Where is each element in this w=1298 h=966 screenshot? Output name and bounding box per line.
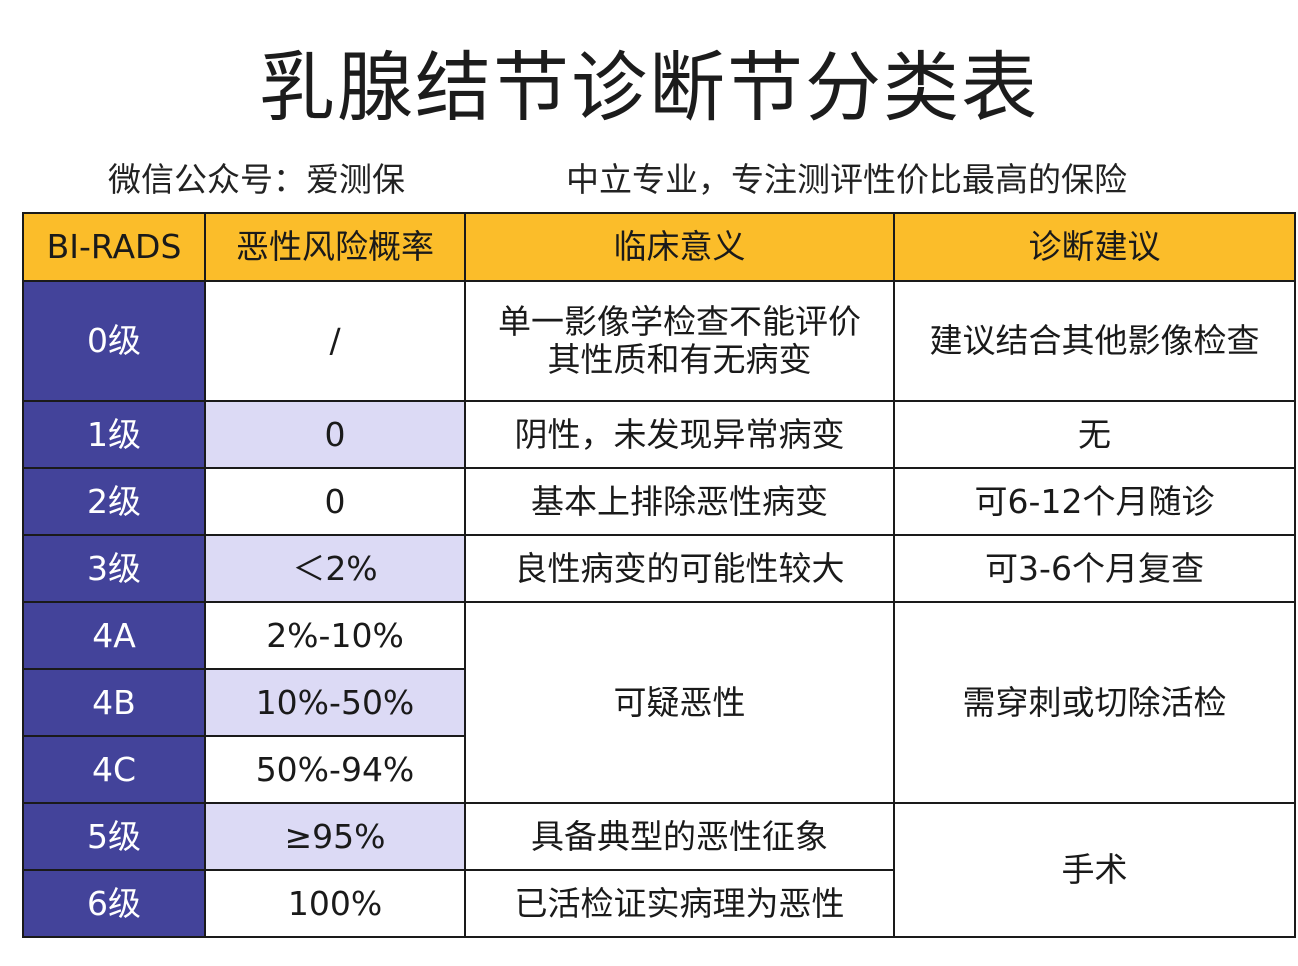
table-row: 5级 ≥95% 具备典型的恶性征象 手术 xyxy=(22,802,1296,938)
level-cell: 2级 xyxy=(22,467,206,536)
risk-cell: 2%-10% xyxy=(204,601,466,670)
page-title: 乳腺结节诊断节分类表 xyxy=(259,43,1039,132)
meaning-line: 单一影像学检查不能评价 xyxy=(498,302,861,342)
risk-cell: ＜2% xyxy=(204,534,466,603)
advice-cell: 建议结合其他影像检查 xyxy=(893,280,1296,402)
meaning-cell: 基本上排除恶性病变 xyxy=(464,467,895,536)
advice-cell: 手术 xyxy=(893,802,1296,938)
meaning-cell: 可疑恶性 xyxy=(464,601,895,804)
table-row: 3级 ＜2% 良性病变的可能性较大 可3-6个月复查 xyxy=(22,534,1296,603)
meaning-line: 其性质和有无病变 xyxy=(547,340,812,379)
risk-cell: / xyxy=(204,280,466,402)
advice-cell: 无 xyxy=(893,400,1296,469)
meaning-cell: 已活检证实病理为恶性 xyxy=(464,869,895,938)
risk-cell: 10%-50% xyxy=(204,668,466,737)
risk-cell: 100% xyxy=(204,869,466,938)
table-row: 4B 10%-50% xyxy=(22,668,1295,737)
level-cell: 4B xyxy=(22,668,206,737)
level-cell: 4C xyxy=(22,735,206,804)
meaning-cell: 阴性，未发现异常病变 xyxy=(464,400,895,469)
risk-cell: ≥95% xyxy=(204,802,466,871)
header-birads: BI-RADS xyxy=(22,212,206,282)
table-header-row: BI-RADS 恶性风险概率 临床意义 诊断建议 xyxy=(22,212,1296,282)
risk-cell: 0 xyxy=(204,400,466,469)
risk-cell: 0 xyxy=(204,467,466,536)
level-cell: 1级 xyxy=(22,400,206,469)
table-row: 4A 2%-10% 可疑恶性 需穿刺或切除活检 xyxy=(22,601,1296,804)
subtitle-slogan: 中立专业，专注测评性价比最高的保险 xyxy=(566,160,1127,199)
subtitle-account: 微信公众号：爱测保 xyxy=(108,160,405,199)
risk-cell: 50%-94% xyxy=(204,735,466,804)
advice-cell: 可6-12个月随诊 xyxy=(893,467,1296,536)
table-row: 1级 0 阴性，未发现异常病变 无 xyxy=(22,400,1296,469)
table-row: 0级 / 单一影像学检查不能评价 其性质和有无病变 建议结合其他影像检查 xyxy=(22,280,1296,402)
table-row: 2级 0 基本上排除恶性病变 可6-12个月随诊 xyxy=(22,467,1296,536)
table-row: 4C 50%-94% xyxy=(22,735,1295,804)
level-cell: 4A xyxy=(22,601,206,670)
level-cell: 6级 xyxy=(22,869,206,938)
header-meaning: 临床意义 xyxy=(464,212,895,282)
meaning-cell: 单一影像学检查不能评价 其性质和有无病变 xyxy=(464,280,895,402)
meaning-cell: 良性病变的可能性较大 xyxy=(464,534,895,603)
level-cell: 5级 xyxy=(22,802,206,871)
meaning-cell: 具备典型的恶性征象 xyxy=(464,802,895,871)
birads-table: BI-RADS 恶性风险概率 临床意义 诊断建议 0级 / 单一影像学检查不能评… xyxy=(22,212,1296,938)
advice-cell: 可3-6个月复查 xyxy=(893,534,1296,603)
level-cell: 0级 xyxy=(22,280,206,402)
header-risk: 恶性风险概率 xyxy=(204,212,466,282)
advice-cell: 需穿刺或切除活检 xyxy=(893,601,1296,804)
header-advice: 诊断建议 xyxy=(893,212,1296,282)
level-cell: 3级 xyxy=(22,534,206,603)
table-row: 6级 100% 已活检证实病理为恶性 xyxy=(22,869,1295,938)
